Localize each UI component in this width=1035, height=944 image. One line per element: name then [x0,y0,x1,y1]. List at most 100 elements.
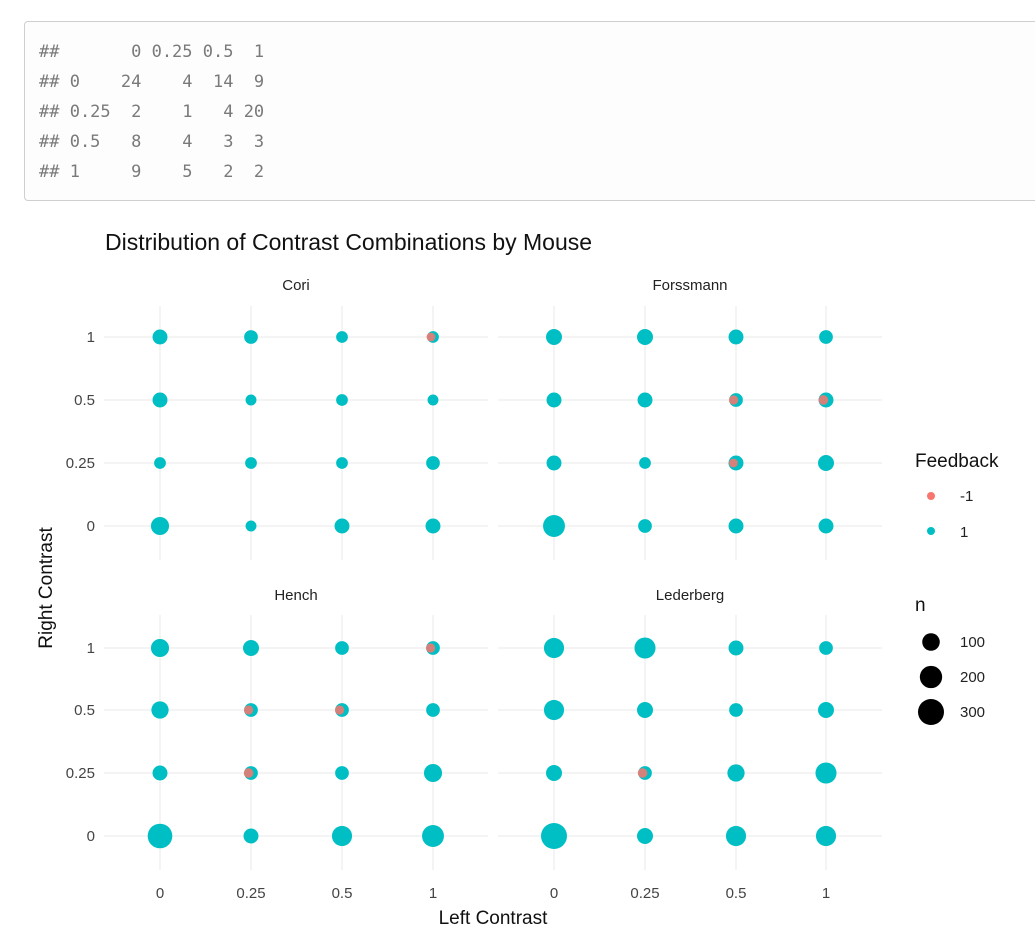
data-point-feedback-1 [546,765,562,781]
data-point-feedback-1 [153,330,168,345]
data-point-feedback-1 [639,457,651,469]
x-tick-label: 0.25 [630,885,659,902]
data-point-feedback-neg1 [244,768,254,778]
x-tick-label: 1 [822,885,830,902]
y-tick-label: 1 [87,329,95,346]
data-point-feedback-neg1 [335,705,344,714]
data-point-feedback-1 [547,393,562,408]
data-point-feedback-1 [729,703,743,717]
data-point-feedback-1 [726,826,746,846]
data-point-feedback-1 [422,825,444,847]
x-tick-label: 0.5 [726,885,747,902]
legend-label: 300 [960,704,985,721]
facet-panel-hench: Hench 0 0.25 0.5 1 0 0.25 0.5 1 [66,587,488,902]
data-point-feedback-1 [547,456,562,471]
data-point-feedback-1 [544,638,564,658]
data-point-feedback-1 [638,519,652,533]
data-point-feedback-1 [727,764,744,781]
data-point-feedback-neg1 [729,395,738,404]
x-axis-label: Left Contrast [439,908,548,929]
data-point-feedback-neg1 [638,768,648,778]
data-point-feedback-1 [426,703,440,717]
data-point-feedback-1 [151,639,169,657]
console-line: ## 0.5 8 4 3 3 [39,132,264,152]
data-point-feedback-1 [424,764,442,782]
data-point-feedback-1 [544,700,564,720]
data-point-feedback-1 [638,393,653,408]
data-point-feedback-1 [154,457,166,469]
chart-title: Distribution of Contrast Combinations by… [105,229,592,255]
data-point-feedback-1 [244,330,258,344]
legend-label: 100 [960,634,985,651]
data-point-feedback-1 [335,641,349,655]
console-output-block: ## 0 0.25 0.5 1 ## 0 24 4 14 9 ## 0.25 2… [24,21,1035,201]
data-point-feedback-1 [819,330,833,344]
facet-strip-label: Hench [274,587,317,604]
data-point-feedback-1 [332,826,352,846]
data-point-feedback-neg1 [427,333,436,342]
legend-title: n [915,595,926,616]
console-line: ## 0 24 4 14 9 [39,72,264,92]
legend-size-key [922,633,940,651]
data-point-feedback-neg1 [244,705,253,714]
data-point-feedback-1 [246,395,257,406]
data-point-feedback-1 [151,517,169,535]
facet-panel-lederberg: Lederberg 0 0.25 0.5 1 [498,587,882,902]
data-point-feedback-1 [153,766,168,781]
console-line: ## 1 9 5 2 2 [39,162,264,182]
data-point-feedback-neg1 [426,643,435,652]
y-tick-label: 0.5 [74,702,95,719]
data-point-feedback-1 [148,824,173,849]
legend-size-key [920,666,942,688]
x-tick-label: 0.5 [332,885,353,902]
data-point-feedback-1 [816,826,836,846]
data-point-feedback-1 [819,519,834,534]
data-point-feedback-1 [729,641,744,656]
y-axis-label: Right Contrast [36,527,57,649]
data-point-feedback-1 [637,329,653,345]
data-point-feedback-1 [634,637,655,658]
legend-label: -1 [960,488,973,505]
legend-size-key [918,699,944,725]
legend-title: Feedback [915,451,999,472]
contrast-scatter-chart: Distribution of Contrast Combinations by… [0,210,1035,944]
data-point-feedback-1 [815,762,836,783]
data-point-feedback-1 [335,519,350,534]
data-point-feedback-1 [818,702,834,718]
facet-strip-label: Forssmann [652,277,727,294]
data-point-feedback-1 [819,641,833,655]
legend-label: 1 [960,524,968,541]
facet-panel-cori: Cori 0 0.25 0.5 1 [66,277,488,560]
y-tick-label: 0.25 [66,765,95,782]
y-tick-label: 0.25 [66,455,95,472]
facet-strip-label: Lederberg [656,587,724,604]
data-point-feedback-1 [243,640,259,656]
data-point-feedback-1 [244,829,259,844]
data-point-feedback-1 [246,521,257,532]
x-tick-label: 0 [550,885,558,902]
legend-feedback: Feedback -1 1 [915,451,999,541]
data-point-feedback-1 [729,330,744,345]
x-tick-label: 0 [156,885,164,902]
data-point-feedback-1 [543,515,565,537]
legend-key-pos1 [927,527,935,535]
console-line: ## 0 0.25 0.5 1 [39,42,264,62]
facet-panel-forssmann: Forssmann [498,277,882,560]
data-point-feedback-1 [729,519,744,534]
x-tick-label: 0.25 [236,885,265,902]
data-point-feedback-1 [245,457,257,469]
data-point-feedback-1 [541,823,567,849]
y-tick-label: 0 [87,518,95,535]
data-point-feedback-1 [426,519,441,534]
data-point-feedback-1 [426,456,440,470]
data-point-feedback-1 [153,393,168,408]
console-line: ## 0.25 2 1 4 20 [39,102,264,122]
data-point-feedback-1 [818,455,834,471]
legend-label: 200 [960,669,985,686]
y-tick-label: 1 [87,640,95,657]
data-point-feedback-1 [336,394,348,406]
legend-key-neg1 [927,492,935,500]
x-tick-label: 1 [429,885,437,902]
facet-strip-label: Cori [282,277,310,294]
y-tick-label: 0 [87,828,95,845]
